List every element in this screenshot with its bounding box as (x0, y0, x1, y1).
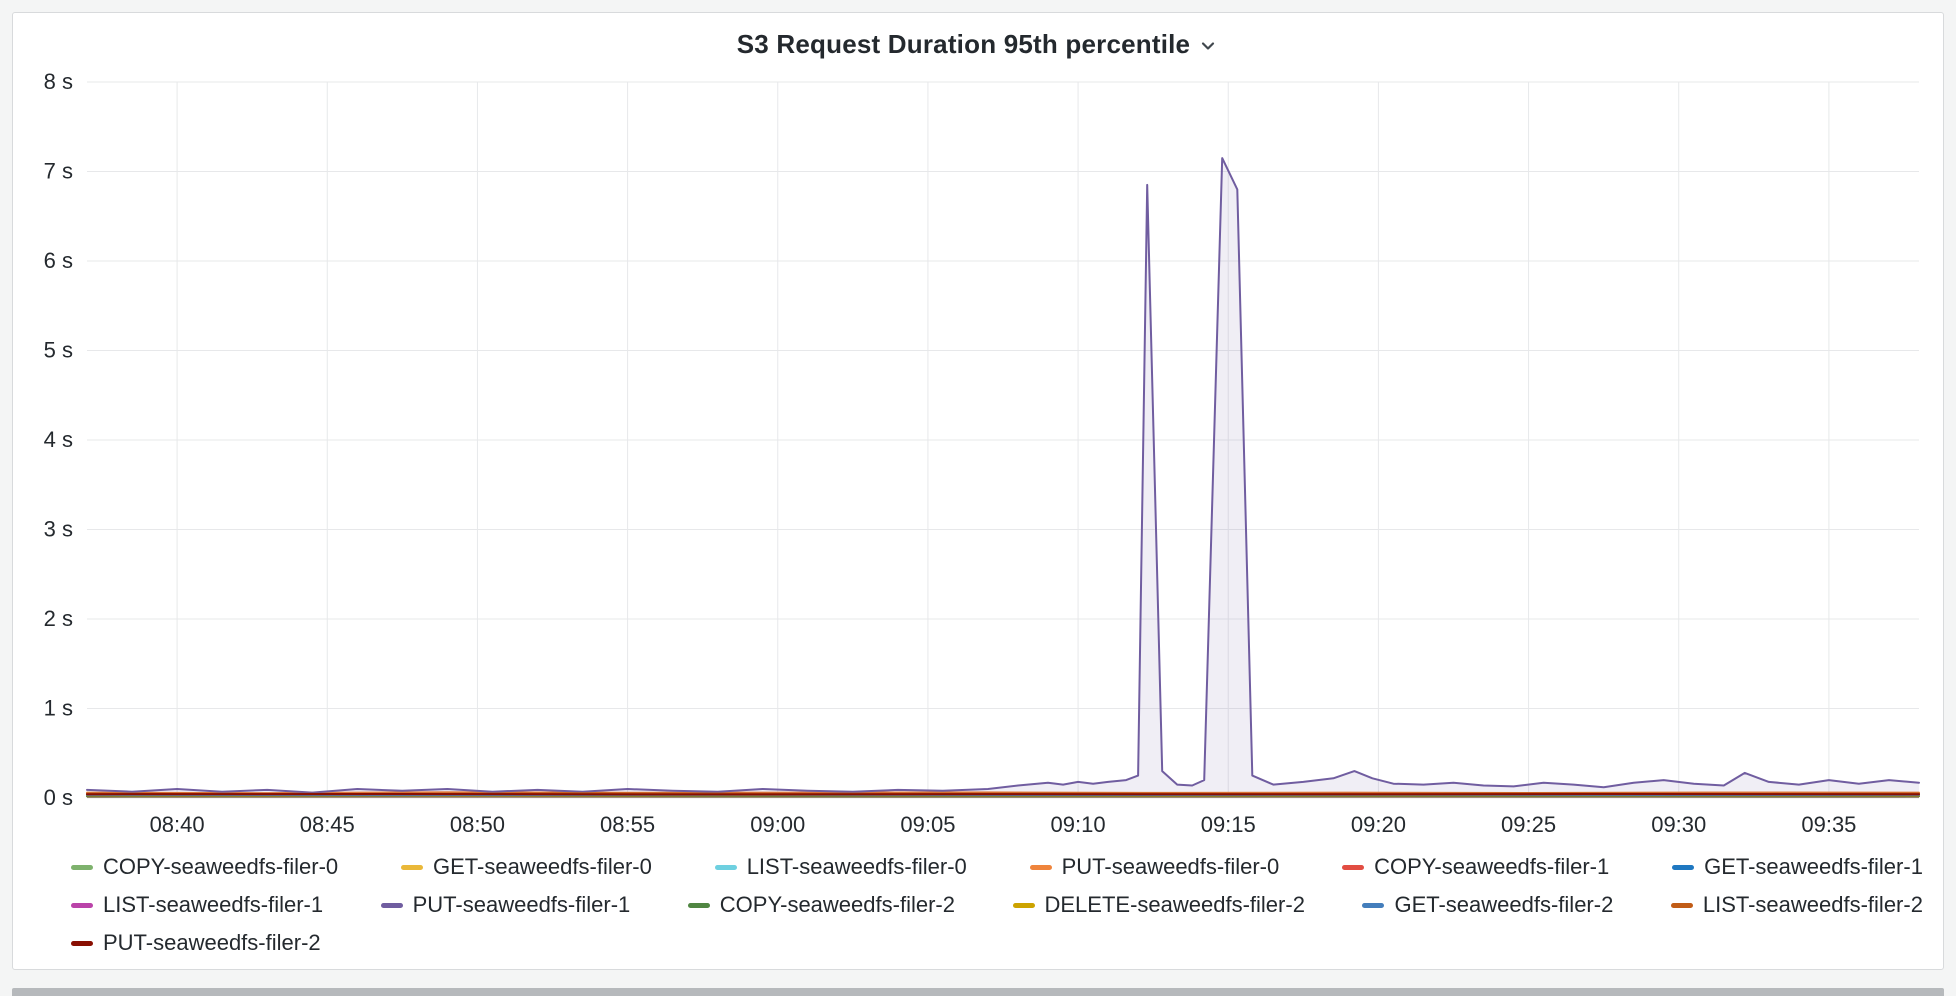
legend-item[interactable]: COPY-seaweedfs-filer-2 (687, 890, 955, 920)
legend-item[interactable]: PUT-seaweedfs-filer-1 (380, 890, 631, 920)
legend-label: LIST-seaweedfs-filer-2 (1702, 892, 1923, 917)
legend-swatch (401, 864, 423, 870)
svg-text:08:45: 08:45 (300, 812, 355, 837)
legend-item[interactable]: LIST-seaweedfs-filer-0 (714, 852, 967, 882)
legend-swatch (1672, 864, 1695, 870)
legend-label: COPY-seaweedfs-filer-1 (1374, 854, 1610, 879)
svg-text:0 s: 0 s (44, 785, 73, 810)
legend: COPY-seaweedfs-filer-0 GET-seaweedfs-file… (25, 848, 1931, 958)
panel: S3 Request Duration 95th percentile 0 s 1… (12, 12, 1944, 970)
legend-item[interactable]: COPY-seaweedfs-filer-0 (71, 852, 338, 882)
svg-text:09:25: 09:25 (1501, 812, 1556, 837)
legend-swatch (1362, 902, 1385, 908)
svg-text:7 s: 7 s (44, 159, 73, 184)
legend-item[interactable]: LIST-seaweedfs-filer-2 (1670, 890, 1923, 920)
svg-text:08:40: 08:40 (150, 812, 205, 837)
svg-text:8 s: 8 s (44, 69, 73, 94)
legend-swatch (71, 864, 93, 870)
legend-swatch (1012, 902, 1035, 908)
svg-text:09:15: 09:15 (1201, 812, 1256, 837)
chevron-down-icon (1197, 35, 1219, 57)
legend-label: GET-seaweedfs-filer-0 (433, 854, 652, 879)
legend-item[interactable]: GET-seaweedfs-filer-1 (1672, 852, 1923, 882)
legend-item[interactable]: GET-seaweedfs-filer-2 (1362, 890, 1613, 920)
panel-header[interactable]: S3 Request Duration 95th percentile (25, 21, 1931, 66)
svg-text:09:10: 09:10 (1051, 812, 1106, 837)
legend-swatch (71, 902, 93, 908)
legend-label: COPY-seaweedfs-filer-0 (103, 854, 339, 879)
legend-swatch (1342, 864, 1365, 870)
svg-text:1 s: 1 s (44, 696, 73, 721)
legend-swatch (71, 940, 93, 946)
legend-label: DELETE-seaweedfs-filer-2 (1044, 892, 1305, 917)
next-panel-edge (12, 988, 1944, 996)
legend-item[interactable]: GET-seaweedfs-filer-0 (401, 852, 652, 882)
legend-label: GET-seaweedfs-filer-1 (1704, 854, 1923, 879)
svg-text:09:20: 09:20 (1351, 812, 1406, 837)
legend-label: PUT-seaweedfs-filer-2 (103, 930, 321, 955)
svg-text:3 s: 3 s (44, 517, 73, 542)
legend-item[interactable]: LIST-seaweedfs-filer-1 (71, 890, 323, 920)
svg-text:2 s: 2 s (44, 606, 73, 631)
legend-item[interactable]: PUT-seaweedfs-filer-0 (1029, 852, 1280, 882)
svg-text:4 s: 4 s (44, 427, 73, 452)
legend-label: GET-seaweedfs-filer-2 (1394, 892, 1614, 917)
legend-label: LIST-seaweedfs-filer-0 (746, 854, 967, 879)
legend-swatch (1670, 902, 1693, 908)
legend-item[interactable]: PUT-seaweedfs-filer-2 (71, 928, 321, 958)
legend-item[interactable]: COPY-seaweedfs-filer-1 (1342, 852, 1609, 882)
svg-text:09:00: 09:00 (750, 812, 805, 837)
legend-swatch (380, 902, 403, 908)
legend-label: LIST-seaweedfs-filer-1 (103, 892, 324, 917)
svg-text:09:35: 09:35 (1801, 812, 1856, 837)
svg-text:09:30: 09:30 (1651, 812, 1706, 837)
svg-text:6 s: 6 s (44, 248, 73, 273)
svg-text:5 s: 5 s (44, 338, 73, 363)
legend-swatch (1029, 864, 1052, 870)
legend-swatch (714, 864, 737, 870)
legend-label: PUT-seaweedfs-filer-1 (412, 892, 631, 917)
time-series-chart[interactable]: 0 s 1 s 2 s 3 s 4 s 5 s 6 s 7 s 8 s 08:40 08:45 08:… (25, 66, 1931, 848)
svg-text:08:55: 08:55 (600, 812, 655, 837)
legend-swatch (687, 902, 710, 908)
legend-label: COPY-seaweedfs-filer-2 (719, 892, 955, 917)
svg-text:09:05: 09:05 (900, 812, 955, 837)
legend-label: PUT-seaweedfs-filer-0 (1061, 854, 1280, 879)
svg-text:08:50: 08:50 (450, 812, 505, 837)
panel-title: S3 Request Duration 95th percentile (736, 29, 1191, 59)
legend-item[interactable]: DELETE-seaweedfs-filer-2 (1012, 890, 1305, 920)
